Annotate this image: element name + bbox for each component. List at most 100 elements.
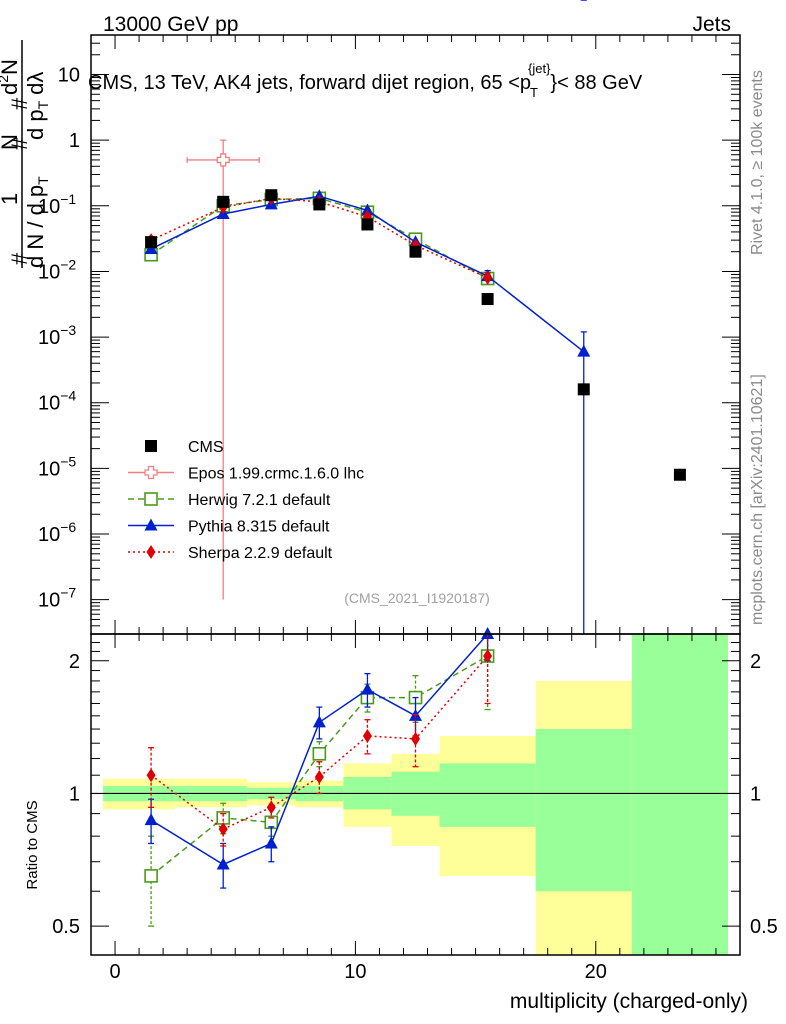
data-point-epos-0 [216, 153, 230, 167]
plot-title-sub: T [530, 85, 538, 100]
header-right: Jets [692, 13, 731, 36]
legend-label-sherpa: Sherpa 2.2.9 default [188, 545, 333, 562]
y-tick-base-2: 10 [38, 458, 60, 480]
data-point-pythia-7 [577, 344, 591, 357]
y-label-hash2: # [7, 137, 32, 150]
data-point-cms-7 [577, 383, 590, 396]
legend-marker-cms [145, 440, 157, 452]
rivet-label: Rivet 4.1.0, ≥ 100k events [749, 70, 766, 255]
legend-marker-sherpa [146, 545, 156, 559]
y-tick-base-0: 10 [38, 590, 60, 612]
ratio-point-sherpa-1 [218, 822, 228, 837]
y-tick-label-4: 10−3 [38, 322, 76, 349]
ratio-point-pythia-4 [360, 682, 374, 695]
y-axis-label: # 1 N d N / d pT # # d2N d pTdλ [0, 40, 51, 268]
y-tick-base-7: 1 [69, 130, 80, 152]
y-label-d2N-d: d [0, 83, 22, 95]
data-point-pythia-4 [360, 203, 374, 216]
y-tick-label-1: 10−6 [38, 519, 76, 546]
legend: CMS Epos 1.99.crmc.1.6.0 lhc Herwig 7.2.1 … [128, 439, 364, 562]
ratio-band-green-8 [631, 634, 728, 955]
ratio-tick-label-1: 1 [69, 783, 80, 805]
ratio-point-sherpa-6 [483, 649, 493, 664]
y-label-dpdl-tail: dλ [23, 72, 48, 95]
data-point-cms-8 [673, 468, 686, 481]
y-tick-label-8: 10 [58, 65, 80, 87]
y-tick-base-4: 10 [38, 327, 60, 349]
ratio-point-sherpa-0 [146, 768, 156, 783]
y-tick-label-7: 1 [69, 130, 80, 152]
data-point-cms-3 [313, 198, 326, 211]
main-layer [144, 139, 686, 634]
y-label-dN-main: d N / d p [23, 185, 48, 268]
x-tick-label-1: 10 [344, 961, 366, 983]
y-label-dN-sub: T [35, 176, 51, 185]
mcplots-label: mcplots.cern.ch [arXiv:2401.10621] [749, 374, 766, 625]
ratio-point-herwig-0 [144, 869, 158, 883]
y-tick-exp-2: −5 [60, 453, 76, 469]
ratio-point-sherpa-4 [362, 728, 372, 743]
y-label-dN: d N / d pT [23, 176, 51, 268]
data-point-cms-1 [217, 195, 230, 208]
ratio-point-sherpa-2 [266, 800, 276, 815]
y-label-N: N [0, 134, 22, 150]
ratio-series-sherpa [146, 633, 493, 847]
ratio-tick-label-2: 2 [69, 651, 80, 673]
y-tick-base-3: 10 [38, 393, 60, 415]
ratio-band-green-7 [535, 729, 632, 892]
x-axis-label: multiplicity (charged-only) [510, 990, 748, 1013]
legend-label-epos: Epos 1.99.crmc.1.6.0 lhc [188, 466, 364, 483]
plot-title-tail: }< 88 GeV [550, 72, 642, 94]
ratio-layer [144, 0, 587, 927]
data-point-cms-2 [265, 189, 278, 202]
data-point-cms-4 [361, 218, 374, 231]
series-line-pythia [150, 195, 585, 353]
y-label-dpdl-main: d p [23, 109, 48, 140]
y-label-dpdl: d pTdλ [23, 72, 51, 140]
ratio-frame [90, 633, 741, 956]
y-label-one: 1 [0, 193, 22, 205]
legend-marker-herwig [144, 492, 158, 506]
data-point-cms-6 [481, 293, 494, 306]
legend-label-herwig: Herwig 7.2.1 default [188, 492, 331, 509]
legend-label-cms: CMS [188, 439, 224, 456]
series-pythia [144, 189, 591, 634]
x-tick-label-2: 20 [585, 961, 607, 983]
ratio-point-pythia-0 [144, 813, 158, 826]
y-label-dpdl-sub: T [35, 100, 51, 109]
y-label-d2N-sup: 2 [0, 75, 11, 83]
y-tick-exp-6: −1 [60, 191, 76, 207]
y-tick-exp-0: −7 [60, 585, 76, 601]
ratio-point-pythia-2 [264, 836, 278, 849]
data-point-cms-0 [145, 236, 158, 249]
x-tick-label-0: 0 [109, 961, 120, 983]
ratio-y-label: Ratio to CMS [24, 800, 41, 889]
ratio-tick-label-right-1: 1 [750, 783, 761, 805]
legend-marker-epos [144, 465, 158, 480]
y-tick-exp-1: −6 [60, 519, 76, 535]
header-left: 13000 GeV pp [103, 13, 238, 36]
analysis-id: (CMS_2021_I1920187) [344, 590, 490, 606]
ratio-tick-label-0: 0.5 [52, 916, 80, 938]
ratio-band-green-6 [439, 763, 536, 827]
y-tick-exp-5: −2 [60, 256, 76, 272]
legend-label-pythia: Pythia 8.315 default [188, 519, 330, 536]
y-tick-exp-3: −4 [60, 388, 76, 404]
y-tick-label-6: 10−1 [38, 191, 76, 218]
y-tick-label-0: 10−7 [38, 585, 76, 612]
y-tick-exp-4: −3 [60, 322, 76, 338]
data-point-cms-5 [409, 245, 422, 258]
ratio-point-sherpa-3 [314, 769, 324, 784]
y-tick-label-3: 10−4 [38, 388, 76, 415]
plot-title-sup: {jet} [528, 61, 551, 76]
y-label-hash1: # [7, 252, 32, 265]
ratio-tick-label-right-0: 0.5 [750, 916, 778, 938]
y-tick-base-5: 10 [38, 261, 60, 283]
ratio-tick-label-right-2: 2 [750, 651, 761, 673]
ratio-point-pythia-1 [216, 857, 230, 870]
ratio-bands [91, 634, 740, 955]
ratio-point-pythia-3 [312, 715, 326, 728]
legend-marker-pythia [144, 518, 158, 531]
y-label-d2N: d2N [0, 59, 22, 95]
